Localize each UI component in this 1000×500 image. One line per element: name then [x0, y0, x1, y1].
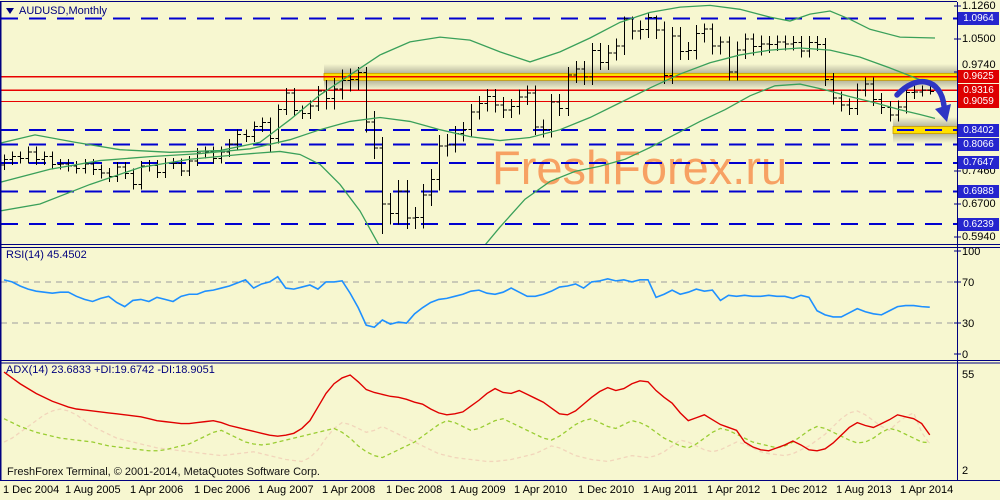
date-tick-label: 1 Aug 2013	[836, 484, 892, 496]
date-tick-label: 1 Aug 2005	[65, 484, 121, 496]
price-tick-label: 0.6700	[962, 198, 996, 210]
plus-di-line	[3, 418, 930, 459]
price-badge: 0.9625	[958, 70, 999, 84]
price-tick-label: 0.9740	[962, 58, 996, 71]
rsi-scale-label: 30	[962, 318, 975, 331]
date-tick-label: 1 Aug 2011	[643, 484, 698, 496]
dropdown-arrow-icon	[6, 8, 14, 18]
symbol-name: AUDUSD,Monthly	[19, 4, 108, 17]
price-tick-label: 1.0500	[962, 32, 996, 45]
bollinger-upper	[1, 4, 936, 153]
price-badge: 0.6239	[958, 217, 999, 231]
date-tick-label: 1 Dec 2008	[386, 484, 443, 496]
date-tick-label: 1 Apr 2006	[130, 484, 184, 496]
rsi-scale-label: 0	[962, 349, 969, 361]
ohlc-bars	[1, 13, 934, 235]
date-tick-label: 1 Dec 2010	[578, 484, 635, 496]
price-tick-label: 0.5940	[962, 231, 996, 244]
date-tick-label: 1 Dec 2004	[3, 484, 60, 496]
rsi-line	[3, 275, 930, 329]
price-badge: 0.7647	[958, 156, 999, 170]
adx-line	[3, 371, 931, 452]
pane-borders	[0, 0, 1000, 482]
date-tick-label: 1 Apr 2014	[900, 484, 954, 496]
rsi-indicator-label: RSI(14) 45.4502	[6, 249, 87, 261]
adx-indicator-label: ADX(14) 23.6833 +DI:19.6742 -DI:18.9051	[6, 364, 215, 376]
price-badge: 0.9059	[958, 94, 999, 108]
price-badge: 0.8066	[958, 138, 999, 152]
adx-scale-label: 55	[962, 369, 975, 382]
date-tick-label: 1 Apr 2012	[707, 484, 761, 496]
date-tick-label: 1 Dec 2006	[194, 484, 251, 496]
date-tick-label: 1 Apr 2010	[514, 484, 568, 496]
price-badge: 0.9316	[958, 83, 999, 97]
broker-watermark: FreshForex.ru	[492, 141, 788, 194]
rsi-scale-label: 100	[962, 246, 981, 258]
date-tick-label: 1 Dec 2012	[771, 484, 828, 496]
date-tick-label: 1 Aug 2009	[450, 484, 506, 496]
price-badge: 0.6988	[958, 184, 999, 198]
copyright-text: FreshForex Terminal, © 2001-2014, MetaQu…	[7, 466, 320, 478]
rsi-level-lines	[1, 281, 957, 324]
price-tick-label: 1.1260	[962, 0, 996, 12]
date-tick-label: 1 Apr 2008	[322, 484, 376, 496]
symbol-dropdown[interactable]: AUDUSD,Monthly	[6, 3, 107, 18]
adx-scale-label: 2	[962, 465, 969, 477]
bollinger-middle	[1, 47, 936, 183]
trend-arrow-annotation[interactable]	[894, 78, 951, 122]
minus-di-line	[3, 408, 931, 463]
price-badge: 0.8402	[958, 123, 999, 137]
resistance-zone-highlights	[323, 63, 958, 144]
price-badge: 1.0964	[958, 12, 999, 26]
rsi-scale-label: 70	[962, 276, 975, 289]
axis-tick-marks	[954, 5, 961, 355]
date-tick-label: 1 Aug 2007	[258, 484, 314, 496]
bollinger-lower	[1, 83, 936, 244]
bollinger-bands	[1, 4, 936, 244]
